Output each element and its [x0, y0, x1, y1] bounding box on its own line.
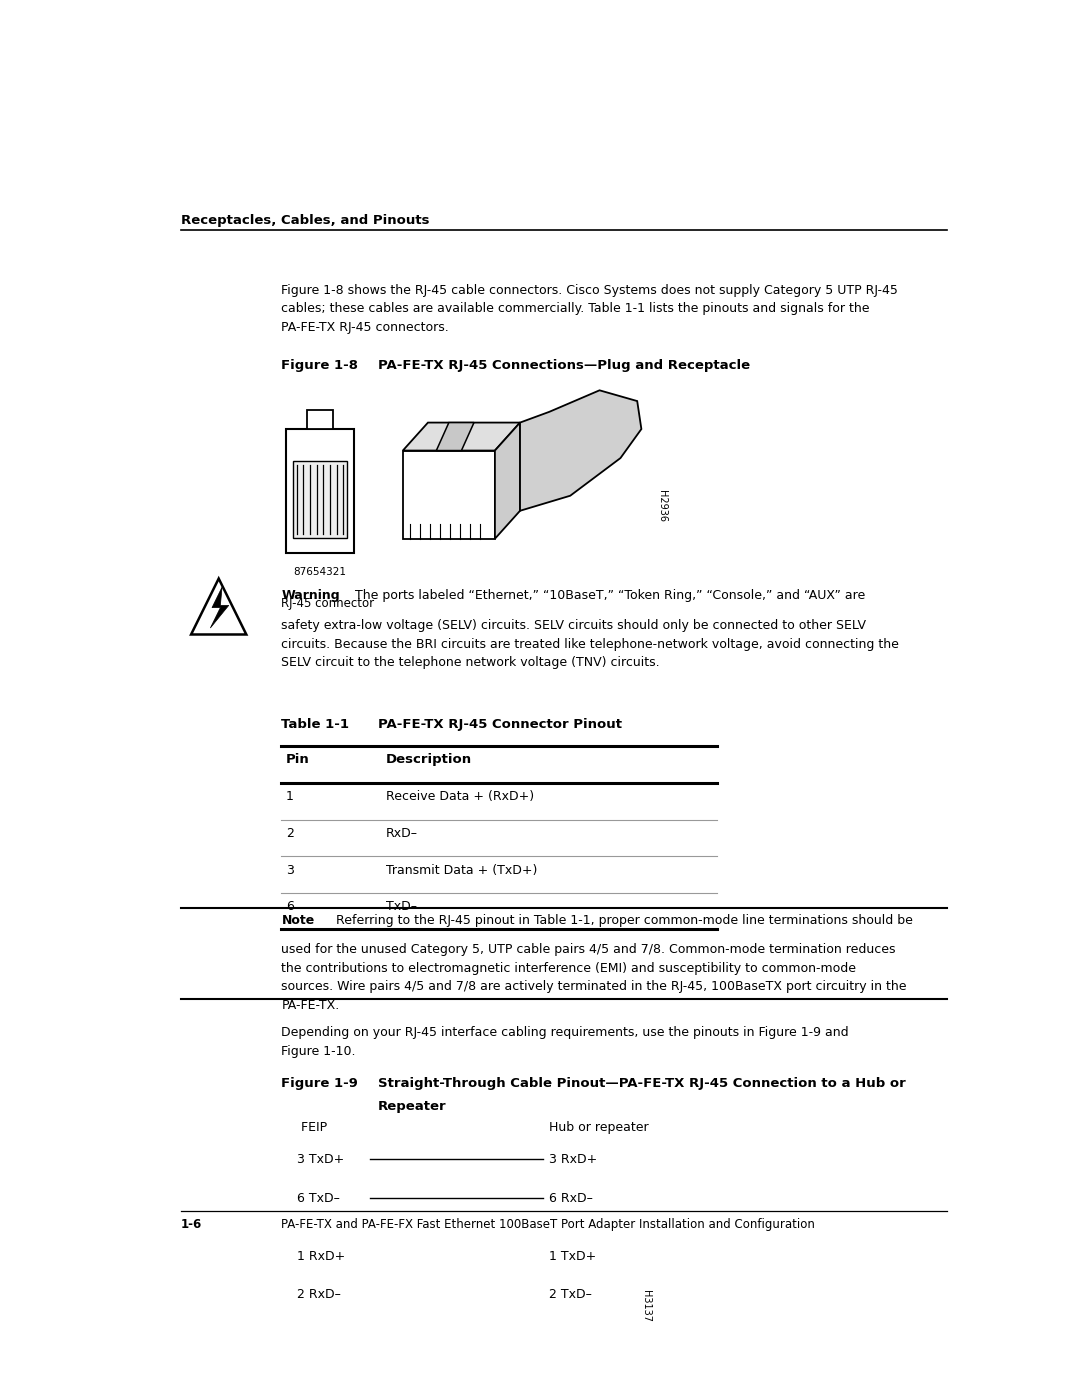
Text: 1 RxD+: 1 RxD+ — [297, 1250, 345, 1263]
Text: 2 RxD–: 2 RxD– — [297, 1288, 340, 1302]
Text: 1-6: 1-6 — [181, 1218, 202, 1231]
Bar — [285, 429, 354, 553]
Text: H2936: H2936 — [658, 490, 667, 522]
Text: RJ-45 connector: RJ-45 connector — [282, 597, 375, 610]
Text: PA-FE-TX and PA-FE-FX Fast Ethernet 100BaseT Port Adapter Installation and Confi: PA-FE-TX and PA-FE-FX Fast Ethernet 100B… — [282, 1218, 815, 1231]
Polygon shape — [403, 422, 521, 451]
Text: 6: 6 — [285, 900, 294, 914]
Text: 2 TxD–: 2 TxD– — [550, 1288, 592, 1302]
Text: 3 RxD+: 3 RxD+ — [550, 1153, 597, 1166]
Polygon shape — [403, 451, 495, 539]
Bar — [307, 409, 333, 429]
Text: 1 TxD+: 1 TxD+ — [550, 1250, 596, 1263]
Text: Hub or repeater: Hub or repeater — [550, 1120, 649, 1134]
Polygon shape — [191, 578, 246, 634]
Text: H3137: H3137 — [640, 1289, 650, 1322]
Text: Straight-Through Cable Pinout—PA-FE-TX RJ-45 Connection to a Hub or: Straight-Through Cable Pinout—PA-FE-TX R… — [378, 1077, 905, 1090]
Polygon shape — [211, 587, 229, 629]
Text: Figure 1-8: Figure 1-8 — [282, 359, 359, 372]
Bar — [293, 461, 347, 538]
Text: FEIP: FEIP — [297, 1120, 326, 1134]
Text: 2: 2 — [285, 827, 294, 840]
Text: Figure 1-8 shows the RJ-45 cable connectors. Cisco Systems does not supply Categ: Figure 1-8 shows the RJ-45 cable connect… — [282, 284, 899, 334]
Text: TxD–: TxD– — [387, 900, 417, 914]
Text: RxD–: RxD– — [387, 827, 418, 840]
Text: 3 TxD+: 3 TxD+ — [297, 1153, 343, 1166]
Text: Receptacles, Cables, and Pinouts: Receptacles, Cables, and Pinouts — [181, 214, 430, 226]
Text: Receive Data + (RxD+): Receive Data + (RxD+) — [387, 791, 535, 803]
Text: The ports labeled “Ethernet,” “10BaseT,” “Token Ring,” “Console,” and “AUX” are: The ports labeled “Ethernet,” “10BaseT,”… — [347, 590, 865, 602]
Text: 3: 3 — [285, 863, 294, 876]
Text: Transmit Data + (TxD+): Transmit Data + (TxD+) — [387, 863, 538, 876]
Polygon shape — [521, 390, 642, 511]
Text: 6 RxD–: 6 RxD– — [550, 1192, 593, 1204]
Text: used for the unused Category 5, UTP cable pairs 4/5 and 7/8. Common-mode termina: used for the unused Category 5, UTP cabl… — [282, 943, 907, 1011]
Text: PA-FE-TX RJ-45 Connector Pinout: PA-FE-TX RJ-45 Connector Pinout — [378, 718, 622, 732]
Text: Figure 1-9: Figure 1-9 — [282, 1077, 359, 1090]
Text: Depending on your RJ-45 interface cabling requirements, use the pinouts in Figur: Depending on your RJ-45 interface cablin… — [282, 1025, 849, 1058]
Polygon shape — [495, 422, 521, 539]
Text: 6 TxD–: 6 TxD– — [297, 1192, 339, 1204]
Text: safety extra-low voltage (SELV) circuits. SELV circuits should only be connected: safety extra-low voltage (SELV) circuits… — [282, 619, 900, 669]
Text: Table 1-1: Table 1-1 — [282, 718, 350, 732]
Text: 87654321: 87654321 — [294, 567, 347, 577]
Text: Note: Note — [282, 914, 314, 928]
Polygon shape — [436, 422, 474, 451]
Text: Pin: Pin — [285, 753, 309, 766]
Text: 1: 1 — [285, 791, 294, 803]
Text: Referring to the RJ-45 pinout in Table 1-1, proper common-mode line terminations: Referring to the RJ-45 pinout in Table 1… — [327, 914, 913, 928]
Text: PA-FE-TX RJ-45 Connections—Plug and Receptacle: PA-FE-TX RJ-45 Connections—Plug and Rece… — [378, 359, 750, 372]
Text: Repeater: Repeater — [378, 1101, 446, 1113]
Text: Warning: Warning — [282, 590, 340, 602]
Text: Description: Description — [387, 753, 472, 766]
